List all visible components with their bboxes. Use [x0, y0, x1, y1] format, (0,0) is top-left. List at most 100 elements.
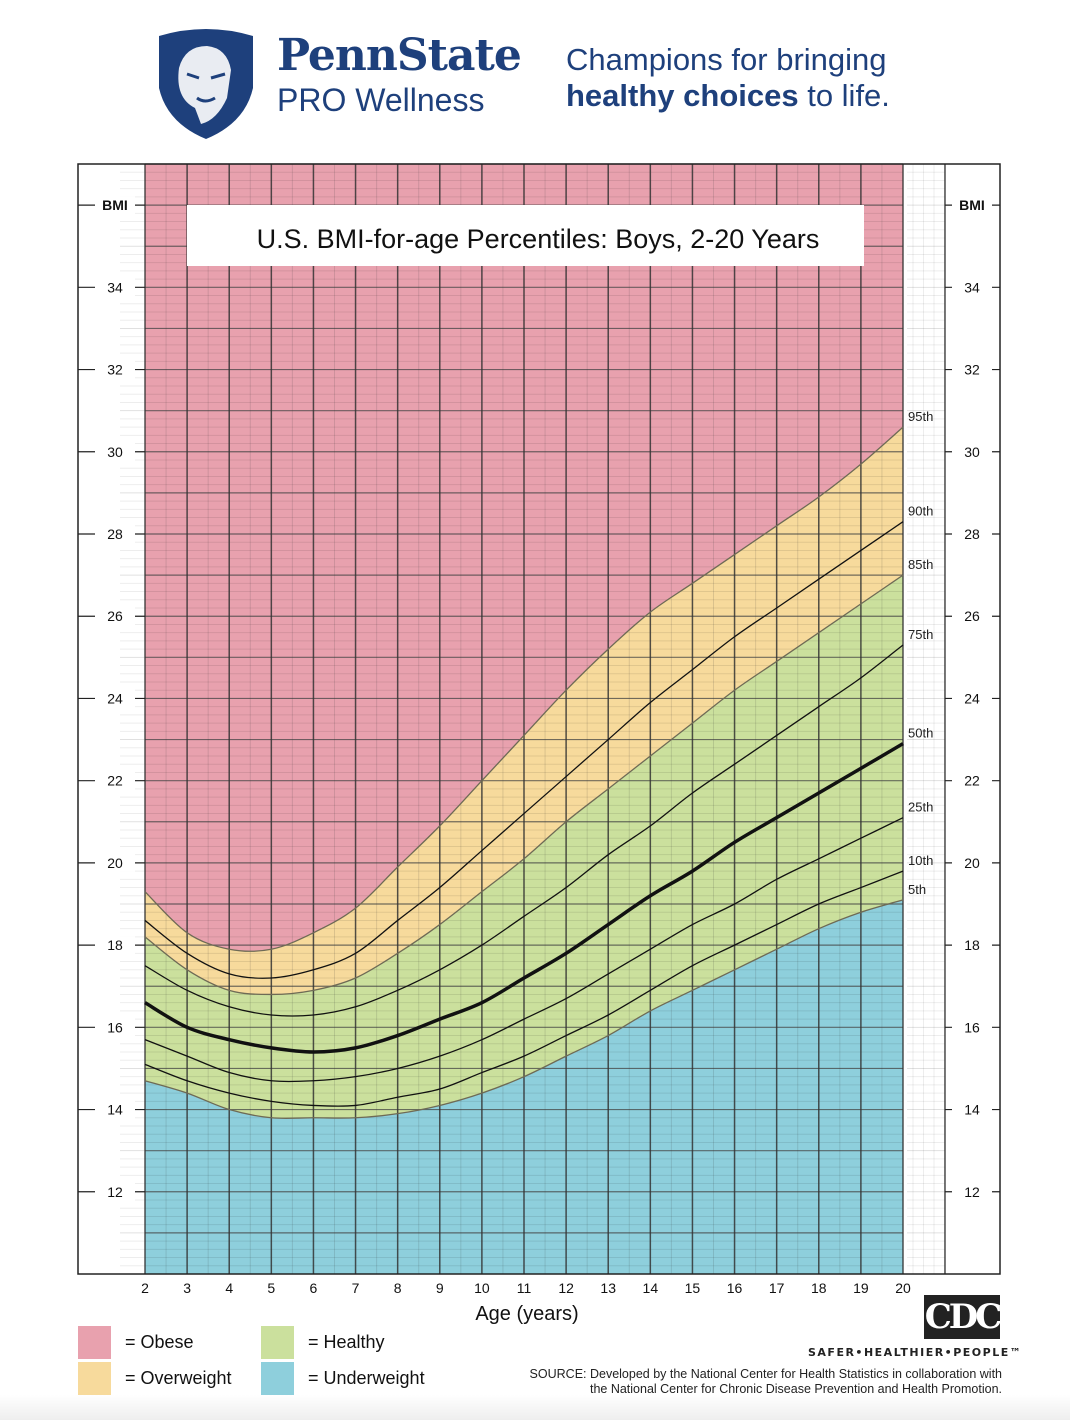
percentile-line-90th: [144, 521, 904, 979]
percentile-line-75th: [144, 644, 904, 1017]
tick-bg: [952, 1100, 992, 1119]
tick-bg: [95, 853, 135, 872]
x-tick-label: 10: [474, 1280, 490, 1296]
percentile-label: 10th: [908, 853, 933, 868]
y-axis-title: BMI: [959, 197, 985, 213]
source-note: SOURCE: Developed by the National Center…: [480, 1367, 1002, 1397]
y-tick-label: 34: [964, 279, 980, 295]
tick-bg: [952, 607, 992, 626]
tagline-line2: healthy choices to life.: [566, 78, 890, 114]
brand-subname: PRO Wellness: [277, 82, 485, 118]
tagline-bold: healthy choices: [566, 78, 799, 113]
tick-bg: [952, 196, 992, 215]
tick-bg: [95, 360, 135, 379]
y-tick-label: 20: [107, 855, 123, 871]
x-tick-label: 11: [517, 1280, 532, 1296]
percentile-line-5th: [144, 899, 904, 1120]
x-tick-label: 4: [225, 1280, 233, 1296]
x-tick-label: 13: [600, 1280, 616, 1296]
percentile-label: 50th: [908, 726, 933, 741]
y-tick-label: 18: [107, 937, 123, 953]
x-tick-label: 7: [352, 1280, 360, 1296]
y-tick-label: 12: [107, 1184, 123, 1200]
tick-bg: [952, 360, 992, 379]
percentile-line-10th: [144, 870, 904, 1107]
y-tick-label: 22: [107, 773, 123, 789]
x-tick-label: 14: [643, 1280, 659, 1296]
y-tick-label: 26: [107, 608, 123, 624]
tick-bg: [95, 936, 135, 955]
source-line1: SOURCE: Developed by the National Center…: [529, 1367, 1002, 1381]
tick-bg: [95, 525, 135, 543]
y-tick-label: 16: [964, 1019, 980, 1035]
tick-bg: [95, 771, 135, 790]
chart-frame: [77, 163, 1001, 1275]
y-tick-label: 18: [964, 937, 980, 953]
tick-bg: [95, 1182, 135, 1201]
x-tick-label: 18: [811, 1280, 827, 1296]
x-tick-label: 20: [895, 1280, 911, 1296]
footer-shade: [0, 1395, 1070, 1420]
y-tick-label: 32: [107, 362, 123, 378]
x-tick-label: 17: [769, 1280, 785, 1296]
legend-healthy: = Healthy: [261, 1326, 385, 1359]
y-tick-label: 24: [964, 690, 980, 706]
title-box: [187, 205, 864, 266]
x-tick-label: 9: [436, 1280, 444, 1296]
source-line2: the National Center for Chronic Disease …: [589, 1382, 1002, 1396]
percentile-label: 75th: [908, 627, 933, 642]
tick-bg: [952, 442, 992, 461]
legend-obese: = Obese: [78, 1326, 194, 1359]
y-tick-label: 24: [107, 690, 123, 706]
x-tick-label: 5: [267, 1280, 275, 1296]
x-axis-label: Age (years): [475, 1303, 578, 1325]
tick-bg: [95, 442, 135, 461]
legend-label: = Healthy: [308, 1332, 385, 1352]
x-tick-label: 8: [394, 1280, 402, 1296]
tick-bg: [952, 853, 992, 872]
y-tick-label: 26: [964, 608, 980, 624]
x-tick-label: 2: [141, 1280, 149, 1296]
y-tick-label: 14: [107, 1102, 123, 1118]
percentile-label: 90th: [908, 504, 933, 519]
legend-label: = Obese: [125, 1332, 194, 1352]
percentile-line-95th: [144, 426, 904, 952]
tick-bg: [95, 1018, 135, 1037]
tick-bg: [952, 525, 992, 543]
legend-label: = Overweight: [125, 1368, 232, 1388]
y-tick-label: 32: [964, 362, 980, 378]
y-tick-label: 28: [107, 526, 123, 542]
x-tick-label: 15: [685, 1280, 701, 1296]
legend-label: = Underweight: [308, 1368, 425, 1388]
y-tick-label: 28: [964, 526, 980, 542]
tick-bg: [952, 936, 992, 955]
y-tick-label: 16: [107, 1019, 123, 1035]
y-tick-label: 30: [107, 444, 123, 460]
percentile-label: 95th: [908, 409, 933, 424]
y-tick-label: 20: [964, 855, 980, 871]
y-axis-title: BMI: [102, 197, 128, 213]
tick-bg: [95, 1100, 135, 1119]
percentile-label: 25th: [908, 800, 933, 815]
percentile-label: 5th: [908, 882, 926, 897]
x-tick-label: 16: [727, 1280, 743, 1296]
tick-bg: [95, 689, 135, 708]
tick-bg: [95, 196, 135, 215]
tagline-rest: to life.: [798, 78, 890, 113]
swatch-underweight: [261, 1362, 294, 1395]
swatch-obese: [78, 1326, 111, 1359]
tick-bg: [95, 607, 135, 626]
y-tick-label: 30: [964, 444, 980, 460]
tick-bg: [952, 278, 992, 297]
percentile-label: 85th: [908, 557, 933, 572]
cdc-tagline: SAFER•HEALTHIER•PEOPLE™: [808, 1346, 1023, 1359]
percentile-line-50th: [144, 742, 904, 1054]
penn-state-shield-logo: [159, 29, 253, 139]
x-tick-label: 19: [853, 1280, 869, 1296]
chart-title: U.S. BMI-for-age Percentiles: Boys, 2-20…: [257, 224, 820, 254]
legend-overweight: = Overweight: [78, 1362, 232, 1395]
tick-bg: [952, 1182, 992, 1201]
percentile-line-85th: [144, 574, 904, 996]
brand-name: PennState: [277, 30, 522, 81]
